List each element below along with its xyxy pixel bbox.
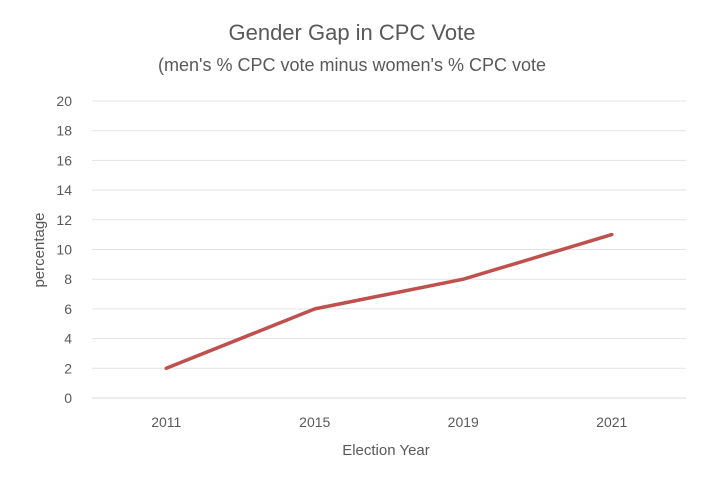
- series-lines: [164, 232, 614, 371]
- chart-subtitle: (men's % CPC vote minus women's % CPC vo…: [158, 55, 546, 75]
- y-tick-label: 18: [56, 123, 72, 139]
- gridlines: [92, 100, 686, 399]
- y-tick-label: 14: [56, 182, 72, 198]
- x-tick-label: 2015: [299, 414, 330, 430]
- series-line: [164, 232, 614, 371]
- y-tick-label: 0: [64, 390, 72, 406]
- y-tick-label: 12: [56, 212, 72, 228]
- y-tick-label: 20: [56, 93, 72, 109]
- x-tick-label: 2021: [596, 414, 627, 430]
- x-tick-label: 2019: [448, 414, 479, 430]
- y-axis-title: percentage: [31, 212, 48, 287]
- chart-title: Gender Gap in CPC Vote: [228, 20, 475, 45]
- y-tick-labels: 0 2 4 6 8 10 12 14 16 18 20: [56, 93, 72, 406]
- y-tick-label: 4: [64, 331, 72, 347]
- y-tick-label: 10: [56, 242, 72, 258]
- y-tick-label: 2: [64, 360, 72, 376]
- y-tick-label: 6: [64, 301, 72, 317]
- x-tick-label: 2011: [151, 414, 181, 430]
- y-tick-label: 16: [56, 152, 72, 168]
- y-tick-label: 8: [64, 271, 72, 287]
- x-tick-labels: 2011 2015 2019 2021: [151, 414, 627, 430]
- x-axis-title: Election Year: [342, 442, 430, 459]
